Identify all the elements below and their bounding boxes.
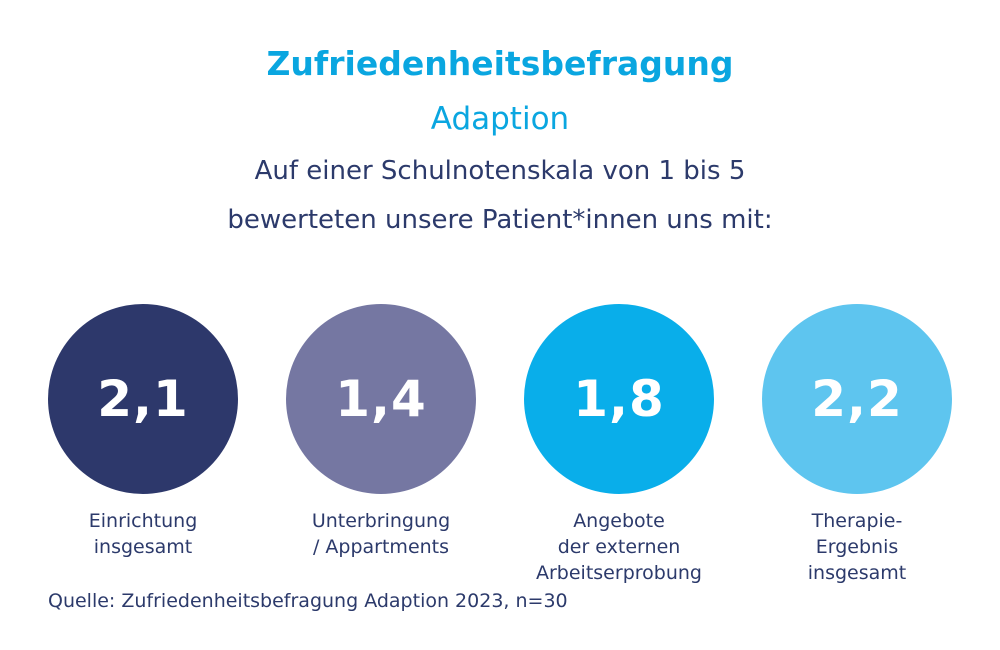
- rating-unterbringung: 1,4 Unterbringung / Appartments: [261, 304, 501, 560]
- rating-value: 1,4: [335, 370, 427, 428]
- rating-arbeitserprobung: 1,8 Angebote der externen Arbeitserprobu…: [499, 304, 739, 586]
- rating-therapie-ergebnis: 2,2 Therapie- Ergebnis insgesamt: [737, 304, 977, 586]
- rating-label-line: / Appartments: [312, 536, 450, 558]
- rating-circle: 1,4: [286, 304, 476, 494]
- rating-label-line: Unterbringung: [311, 510, 451, 532]
- rating-label: Angebote der externen Arbeitserprobung: [499, 508, 739, 586]
- rating-value: 2,2: [811, 370, 903, 428]
- rating-circle: 2,2: [762, 304, 952, 494]
- rating-label: Unterbringung / Appartments: [261, 508, 501, 560]
- rating-label: Therapie- Ergebnis insgesamt: [737, 508, 977, 586]
- intro-text-line-1: Auf einer Schulnotenskala von 1 bis 5: [254, 156, 746, 186]
- rating-label-line: der externen: [557, 536, 681, 558]
- source-note: Quelle: Zufriedenheitsbefragung Adaption…: [48, 590, 568, 612]
- rating-circle: 2,1: [48, 304, 238, 494]
- rating-label: Einrichtung insgesamt: [23, 508, 263, 560]
- rating-label-line: insgesamt: [93, 536, 193, 558]
- rating-label-line: insgesamt: [807, 562, 907, 584]
- rating-label-line: Ergebnis: [815, 536, 899, 558]
- rating-label-line: Therapie-: [811, 510, 903, 532]
- rating-value: 2,1: [97, 370, 189, 428]
- page-subtitle: Adaption: [430, 101, 570, 137]
- rating-circle: 1,8: [524, 304, 714, 494]
- rating-value: 1,8: [573, 370, 665, 428]
- page-title: Zufriedenheitsbefragung: [266, 44, 734, 83]
- rating-einrichtung: 2,1 Einrichtung insgesamt: [23, 304, 263, 560]
- intro-text-line-2: bewerteten unsere Patient*innen uns mit:: [227, 205, 773, 235]
- rating-label-line: Angebote: [573, 510, 665, 532]
- rating-label-line: Arbeitserprobung: [536, 562, 702, 584]
- rating-label-line: Einrichtung: [88, 510, 198, 532]
